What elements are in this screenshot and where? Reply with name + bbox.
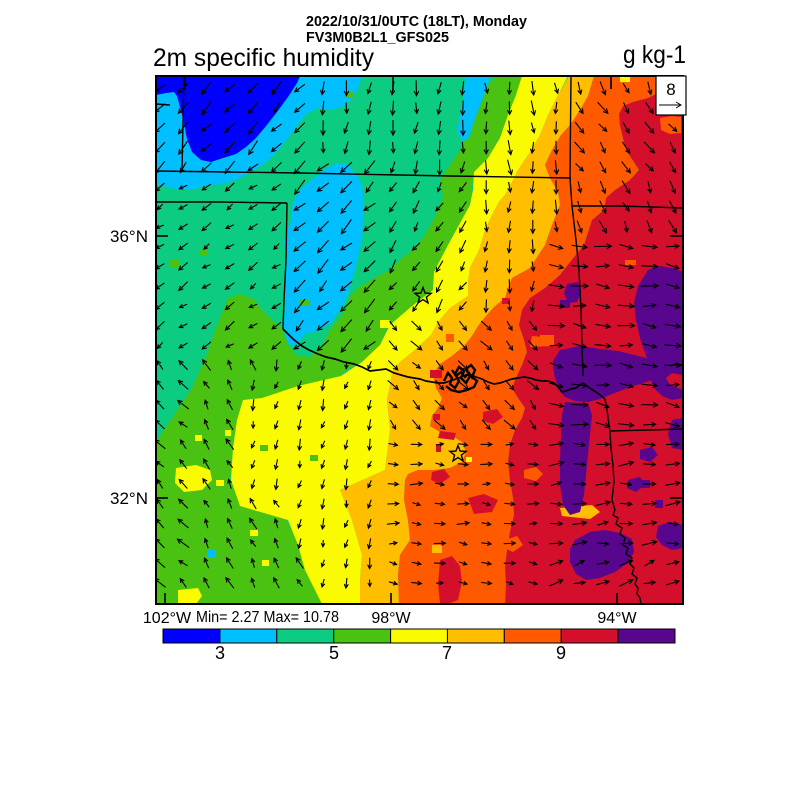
svg-text:FV3M0B2L1_GFS025: FV3M0B2L1_GFS025: [306, 30, 449, 46]
svg-text:9: 9: [556, 643, 566, 663]
svg-text:g kg-1: g kg-1: [623, 41, 686, 69]
svg-text:Min= 2.27 Max= 10.78: Min= 2.27 Max= 10.78: [196, 609, 339, 626]
svg-text:32°N: 32°N: [110, 489, 148, 508]
svg-text:36°N: 36°N: [110, 227, 148, 246]
svg-text:94°W: 94°W: [597, 610, 637, 627]
svg-text:5: 5: [329, 643, 339, 663]
svg-text:2022/10/31/0UTC (18LT), Monday: 2022/10/31/0UTC (18LT), Monday: [306, 14, 527, 30]
svg-text:98°W: 98°W: [371, 610, 411, 627]
svg-text:3: 3: [215, 643, 225, 663]
svg-text:2m specific humidity: 2m specific humidity: [153, 44, 374, 72]
svg-text:102°W: 102°W: [143, 610, 192, 627]
svg-text:7: 7: [442, 643, 452, 663]
svg-text:8: 8: [666, 80, 675, 99]
